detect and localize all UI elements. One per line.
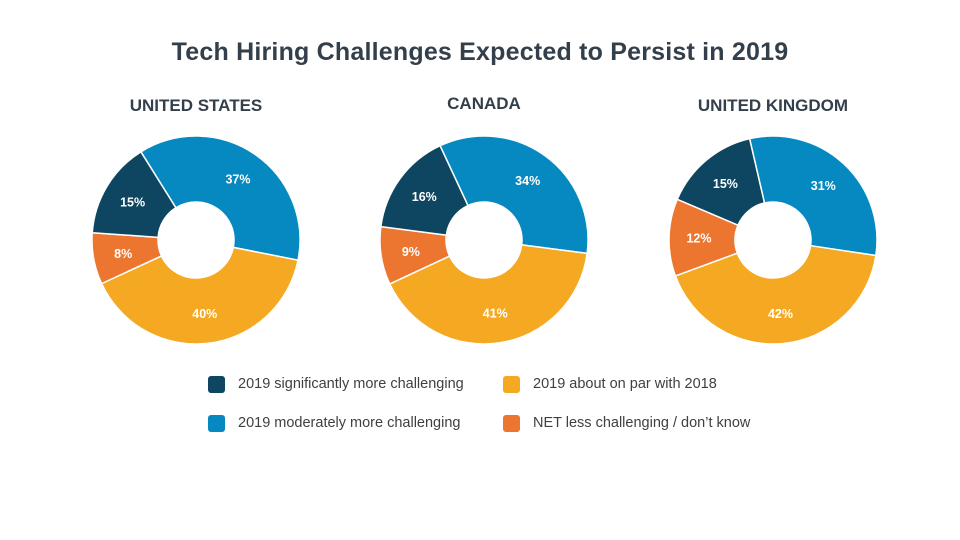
- chart-title: UNITED KINGDOM: [698, 96, 848, 115]
- donut-chart-canada: CANADA 34% 41% 9% 16%: [379, 94, 589, 345]
- donut-slice-2019-significantly-more-challenging: [91, 151, 177, 239]
- slice-data-label: 15%: [120, 195, 145, 209]
- slice-data-label: 37%: [225, 173, 250, 187]
- legend-item-less-dont-know: NET less challenging / don’t know: [503, 413, 750, 433]
- page-title: Tech Hiring Challenges Expected to Persi…: [171, 38, 789, 66]
- slice-data-label: 41%: [483, 307, 508, 321]
- donut-slice-2019-significantly-more-challenging: [380, 144, 469, 236]
- chart-title: UNITED STATES: [130, 96, 263, 115]
- slice-data-label: 15%: [713, 177, 738, 191]
- donut-chart-united-states: UNITED STATES 37% 40% 8% 15%: [91, 96, 301, 345]
- slice-data-label: 31%: [811, 179, 836, 193]
- legend-swatch: [503, 375, 520, 393]
- donut-slice-2019-moderately-more-challenging: [140, 135, 301, 261]
- slice-data-label: 9%: [402, 245, 420, 259]
- slice-data-label: 40%: [192, 307, 217, 321]
- legend-item-moderately-more: 2019 moderately more challenging: [208, 413, 460, 433]
- donut-slice-2019-about-on-par-with-2018: [674, 244, 877, 345]
- legend-item-on-par: 2019 about on par with 2018: [503, 374, 717, 394]
- legend-swatch: [503, 414, 520, 432]
- slice-data-label: 42%: [768, 307, 793, 321]
- slice-data-label: 8%: [114, 247, 132, 261]
- donut-slice-2019-about-on-par-with-2018: [388, 244, 588, 345]
- slice-data-label: 16%: [412, 190, 437, 204]
- slice-data-label: 34%: [515, 174, 540, 188]
- donut-slice-2019-moderately-more-challenging: [748, 135, 878, 257]
- legend-label: NET less challenging / don’t know: [533, 415, 751, 431]
- legend-label: 2019 significantly more challenging: [238, 376, 464, 392]
- legend-swatch: [208, 375, 225, 393]
- donut-chart-united-kingdom: UNITED KINGDOM 31% 42% 12% 15%: [668, 96, 878, 345]
- donut-slice-2019-moderately-more-challenging: [439, 135, 589, 255]
- chart-title: CANADA: [447, 94, 521, 113]
- legend-label: 2019 about on par with 2018: [533, 376, 717, 392]
- donut-slice-2019-about-on-par-with-2018: [100, 246, 299, 345]
- donut-slice-2019-significantly-more-challenging: [676, 137, 766, 226]
- legend-label: 2019 moderately more challenging: [238, 415, 461, 431]
- slice-data-label: 12%: [686, 232, 711, 246]
- legend-swatch: [208, 414, 225, 432]
- legend-item-significantly-more: 2019 significantly more challenging: [208, 374, 464, 394]
